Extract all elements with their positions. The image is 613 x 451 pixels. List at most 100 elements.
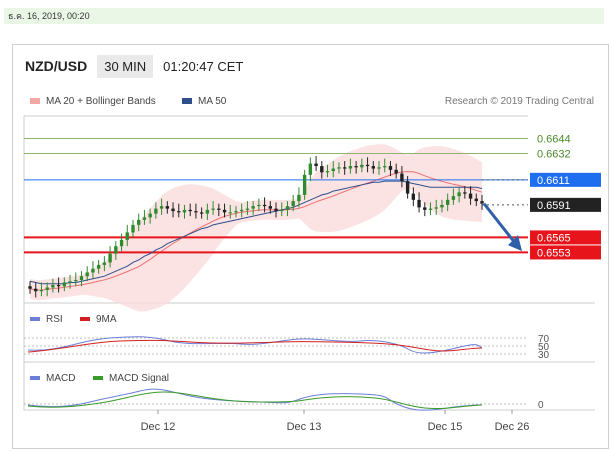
macd-panel: MACD MACD Signal 0 — [24, 373, 544, 411]
candle-body — [229, 212, 232, 213]
ma50-legend-swatch — [182, 98, 192, 104]
rsi-line — [28, 337, 482, 353]
forecast-arrow — [484, 204, 522, 252]
candle-body — [383, 166, 386, 167]
x-tick-dec-15: Dec 15 — [428, 421, 463, 433]
candle-body — [452, 196, 455, 200]
candle-body — [183, 210, 186, 213]
candle-body — [423, 207, 426, 210]
candle-body — [143, 217, 146, 220]
rsi-ma-legend-swatch — [80, 317, 90, 321]
candle-body — [160, 206, 163, 209]
macd-line — [28, 389, 482, 410]
candle-body — [440, 205, 443, 208]
candle-body — [189, 210, 192, 211]
macd-signal-legend-swatch — [93, 376, 103, 380]
candle-body — [332, 169, 335, 172]
candle-body — [320, 166, 323, 172]
bollinger-legend-label: MA 20 + Bollinger Bands — [46, 96, 156, 107]
candle-body — [309, 164, 312, 175]
candle-body — [51, 285, 54, 288]
candle-body — [114, 246, 117, 254]
candle-body — [194, 211, 197, 212]
candle-body — [74, 280, 77, 281]
candle-body — [435, 207, 438, 208]
rsi-legend-label: RSI — [46, 314, 63, 325]
candle-body — [57, 285, 60, 286]
candle-body — [469, 194, 472, 199]
level-label-0.6644: 0.6644 — [537, 134, 571, 146]
candle-body — [360, 165, 363, 168]
candle-body — [154, 209, 157, 214]
candle-body — [457, 192, 460, 196]
x-tick-dec-13: Dec 13 — [287, 421, 322, 433]
x-tick-dec-26: Dec 26 — [495, 421, 530, 433]
x-tick-dec-12: Dec 12 — [141, 421, 176, 433]
candle-body — [263, 205, 266, 206]
candle-body — [291, 201, 294, 206]
candle-body — [349, 166, 352, 169]
candle-body — [354, 166, 357, 167]
candle-body — [223, 210, 226, 213]
rsi-tick-30: 30 — [538, 350, 550, 361]
candle-body — [286, 206, 289, 210]
bollinger-legend-swatch — [30, 98, 40, 104]
macd-legend-label: MACD — [46, 373, 75, 384]
candle-body — [171, 209, 174, 212]
candle-body — [166, 206, 169, 209]
level-label-0.6553: 0.6553 — [537, 247, 571, 259]
rsi-panel: RSI 9MA 70 50 30 — [24, 314, 550, 361]
candle-body — [240, 210, 243, 211]
candle-body — [343, 167, 346, 168]
candle-body — [97, 265, 100, 269]
candle-body — [337, 167, 340, 168]
candle-body — [86, 272, 89, 276]
candle-body — [314, 164, 317, 167]
candle-body — [126, 232, 129, 240]
rsi-ma-legend-label: 9MA — [96, 314, 117, 325]
candle-body — [120, 240, 123, 246]
macd-legend-swatch — [30, 376, 40, 380]
ma50-legend-label: MA 50 — [198, 96, 227, 107]
candle-body — [480, 201, 483, 204]
level-label-0.6591: 0.6591 — [537, 200, 571, 212]
candle-body — [400, 174, 403, 182]
candle-body — [372, 166, 375, 169]
candle-body — [280, 210, 283, 211]
candle-body — [34, 289, 37, 292]
candle-body — [28, 286, 31, 289]
price-level-labels: 0.6644 0.6632 0.6611 0.6591 0.6565 0.6553 — [530, 134, 601, 260]
macd-tick-0: 0 — [538, 400, 544, 411]
candle-body — [246, 209, 249, 210]
candle-body — [412, 194, 415, 200]
candle-body — [269, 206, 272, 209]
level-label-0.6611: 0.6611 — [537, 175, 570, 187]
candle-body — [377, 167, 380, 168]
candle-body — [68, 281, 71, 282]
candle-body — [103, 262, 106, 265]
candle-body — [394, 170, 397, 174]
candle-body — [200, 212, 203, 213]
candle-body — [417, 200, 420, 208]
candle-body — [108, 254, 111, 263]
candle-body — [274, 209, 277, 212]
bollinger-bands — [30, 144, 482, 311]
candle-body — [446, 200, 449, 205]
candle-body — [148, 214, 151, 218]
candle-body — [137, 220, 140, 225]
candle-body — [251, 206, 254, 209]
candle-body — [206, 210, 209, 214]
candle-body — [366, 165, 369, 166]
macd-signal-legend-label: MACD Signal — [109, 373, 169, 384]
candle-body — [429, 209, 432, 210]
candle-body — [257, 205, 260, 206]
level-label-0.6565: 0.6565 — [537, 232, 571, 244]
watermark: Research © 2019 Trading Central — [445, 96, 594, 107]
candle-body — [211, 209, 214, 210]
candle-body — [45, 287, 48, 290]
candle-body — [297, 195, 300, 201]
candle-body — [463, 192, 466, 193]
candle-body — [389, 166, 392, 170]
rsi-legend-swatch — [30, 317, 40, 321]
candle-body — [406, 181, 409, 194]
